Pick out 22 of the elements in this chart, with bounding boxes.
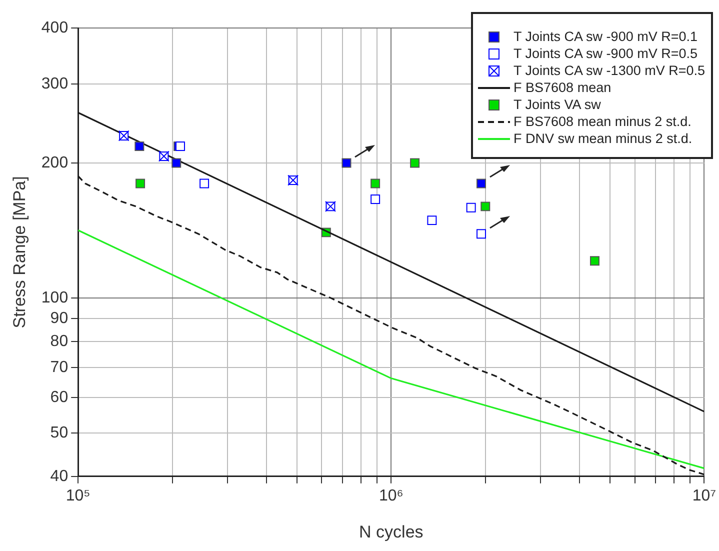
y-tick-label: 40 [50,468,68,485]
legend-label: F BS7608 mean [514,79,612,96]
legend-label: F DNV sw mean minus 2 st.d. [514,130,692,147]
legend-label: T Joints VA sw [514,96,601,113]
y-tick-label: 70 [50,358,68,376]
y-tick-label: 300 [41,75,68,92]
legend-label: T Joints CA sw -1300 mV R=0.5 [514,62,705,79]
y-tick-label: 400 [41,19,68,36]
legend-label: T Joints CA sw -900 mV R=0.5 [514,45,698,62]
y-tick-label: 200 [41,154,68,172]
y-axis-title: Stress Range [MPa] [10,176,29,328]
x-tick-label: 10⁶ [378,487,404,504]
y-tick-label: 100 [41,289,68,306]
y-tick-label: 60 [50,388,68,406]
x-tick-label: 10⁷ [692,487,716,504]
x-tick-label: 10⁵ [66,487,90,504]
y-tick-label: 90 [50,310,68,327]
legend-label: T Joints CA sw -900 mV R=0.1 [514,28,698,45]
y-tick-label: 50 [50,424,68,442]
legend-label: F BS7608 mean minus 2 st.d. [514,113,692,130]
y-tick-label: 80 [50,332,68,350]
x-axis-title: N cycles [359,522,424,542]
